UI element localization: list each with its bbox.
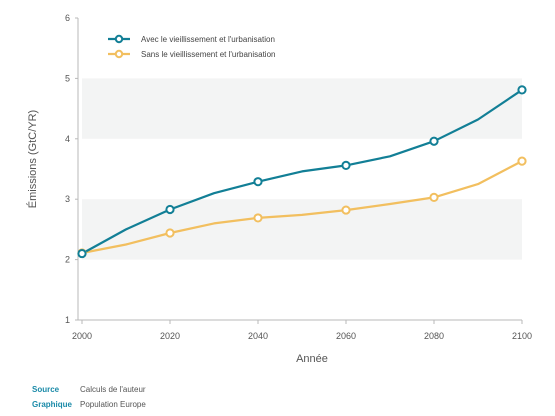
graphic-label: Graphique	[32, 400, 73, 409]
chart-area: 1 2 3 4 5 6 2000 2020 2040 2060 2080 2100 Année Émiss…	[26, 13, 532, 365]
y-tick-label: 6	[65, 13, 70, 23]
x-tick-label: 2080	[424, 331, 444, 341]
data-point	[253, 177, 263, 187]
source-line: Source Calculs de l'auteur	[32, 384, 146, 395]
x-axis-title: Année	[296, 353, 328, 365]
x-tick-label: 2000	[72, 331, 92, 341]
series-line	[81, 88, 523, 255]
data-point	[77, 248, 87, 259]
x-tick-label: 2020	[160, 331, 180, 341]
y-tick-label: 4	[65, 134, 70, 144]
graphic-line: Graphique Population Europe	[32, 399, 146, 410]
y-axis-title: Émissions (GtC/YR)	[26, 110, 39, 208]
grid-band	[82, 78, 522, 139]
data-point	[429, 192, 439, 202]
x-tick-label: 2100	[512, 331, 532, 341]
data-point	[341, 205, 351, 215]
legend-label: Sans le vieillissement et l'urbanisation	[141, 50, 275, 59]
data-point	[517, 85, 527, 95]
data-point	[341, 160, 351, 170]
data-point	[429, 136, 439, 146]
data-point	[253, 213, 263, 223]
source-label: Source	[32, 385, 60, 394]
series-line	[81, 160, 523, 255]
grid-band	[82, 199, 522, 260]
graphic-value: Population Europe	[80, 400, 146, 409]
legend-swatch-marker	[114, 34, 124, 44]
data-point	[517, 156, 527, 166]
y-tick-label: 3	[65, 194, 70, 204]
y-tick-label: 1	[65, 315, 70, 325]
line-chart: 1 2 3 4 5 6 2000 2020 2040 2060 2080 2100 Année Émiss…	[26, 13, 532, 365]
source-value: Calculs de l'auteur	[80, 385, 146, 394]
x-tick-label: 2040	[248, 331, 268, 341]
y-tick-label: 5	[65, 73, 70, 83]
data-point	[165, 228, 175, 238]
x-tick-label: 2060	[336, 331, 356, 341]
legend-swatch-marker	[114, 49, 124, 59]
y-tick-label: 2	[65, 255, 70, 265]
legend-label: Avec le vieillissement et l'urbanisation	[141, 35, 275, 44]
data-point	[165, 204, 175, 215]
